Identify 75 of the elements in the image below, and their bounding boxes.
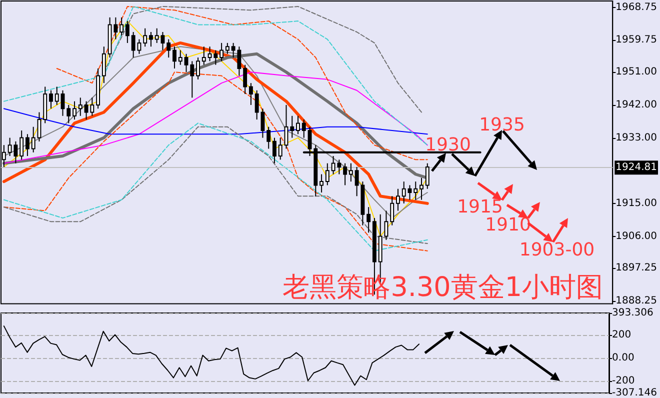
- candlestick: [90, 97, 94, 116]
- annotation: 1935: [479, 114, 525, 136]
- candlestick: [154, 28, 159, 44]
- candlestick: [37, 112, 42, 142]
- y-tick-label: 1915.00: [616, 198, 658, 209]
- annotation: 1910: [485, 214, 531, 236]
- candlestick: [243, 64, 248, 95]
- annotation: 1930: [425, 134, 471, 156]
- candlestick: [160, 32, 165, 51]
- candlestick: [343, 162, 348, 186]
- line-series: [3, 6, 428, 146]
- candlestick: [31, 126, 36, 153]
- y-tick-label: 1968.75: [616, 2, 658, 13]
- candlestick: [408, 184, 412, 200]
- candlestick: [178, 50, 182, 66]
- candlestick: [366, 206, 371, 234]
- candlestick: [425, 162, 430, 190]
- candlestick: [396, 188, 400, 212]
- candlestick: [278, 137, 282, 160]
- y-tick-label: 1942.00: [616, 99, 658, 110]
- candlestick: [25, 134, 30, 157]
- candlestick: [102, 46, 106, 84]
- y-tick-label: 393.306: [612, 308, 654, 318]
- candlestick: [402, 181, 406, 204]
- y-tick-label: 1888.25: [616, 296, 658, 306]
- candlestick: [190, 60, 194, 98]
- candlestick: [420, 177, 424, 200]
- candlestick: [390, 196, 394, 226]
- ref-line-label: 1924.81: [616, 162, 658, 174]
- candlestick: [72, 100, 76, 120]
- candlestick: [125, 20, 130, 44]
- candlestick: [348, 162, 353, 182]
- candlestick: [272, 137, 276, 164]
- candlestick: [78, 97, 82, 116]
- candlestick: [184, 53, 188, 73]
- candlestick: [49, 90, 53, 110]
- y-tick-label: 0.00: [612, 352, 634, 364]
- y-tick-label: 1959.75: [616, 34, 658, 46]
- y-tick-label: -200: [612, 375, 635, 386]
- candlestick: [290, 115, 294, 138]
- candlestick: [66, 104, 71, 124]
- candlestick: [20, 130, 24, 160]
- y-tick-label: 1897.25: [616, 262, 658, 274]
- candlestick: [202, 46, 206, 66]
- candlestick: [143, 28, 148, 48]
- line-series: [3, 20, 428, 237]
- candlestick: [149, 32, 153, 48]
- candlestick: [320, 174, 324, 193]
- y-tick-label: 200: [612, 330, 632, 341]
- candlestick: [266, 126, 271, 150]
- candlestick: [296, 115, 300, 135]
- line-series: [3, 72, 428, 164]
- line-series: [56, 6, 428, 160]
- candlestick: [120, 16, 124, 36]
- candlestick: [225, 42, 230, 54]
- y-tick-label: -307.146: [612, 388, 658, 398]
- candlestick: [220, 42, 224, 62]
- y-tick-label: 1906.00: [616, 230, 658, 242]
- candlestick: [414, 181, 418, 200]
- candlestick: [325, 162, 330, 186]
- line-series: [3, 72, 428, 252]
- candlestick: [302, 119, 306, 138]
- line-series: [3, 326, 420, 386]
- candlestick: [248, 82, 253, 106]
- y-tick-label: 1951.00: [616, 66, 658, 78]
- candlestick: [196, 57, 200, 80]
- y-tick-label: 1933.00: [616, 132, 658, 144]
- candlestick: [172, 46, 176, 69]
- annotation: 1903-00: [519, 240, 595, 260]
- candlestick: [60, 90, 65, 116]
- candlestick: [384, 210, 388, 240]
- line-series: [103, 6, 422, 113]
- annotation: 1915: [457, 196, 503, 218]
- candlestick: [54, 86, 59, 106]
- candlestick: [166, 38, 171, 58]
